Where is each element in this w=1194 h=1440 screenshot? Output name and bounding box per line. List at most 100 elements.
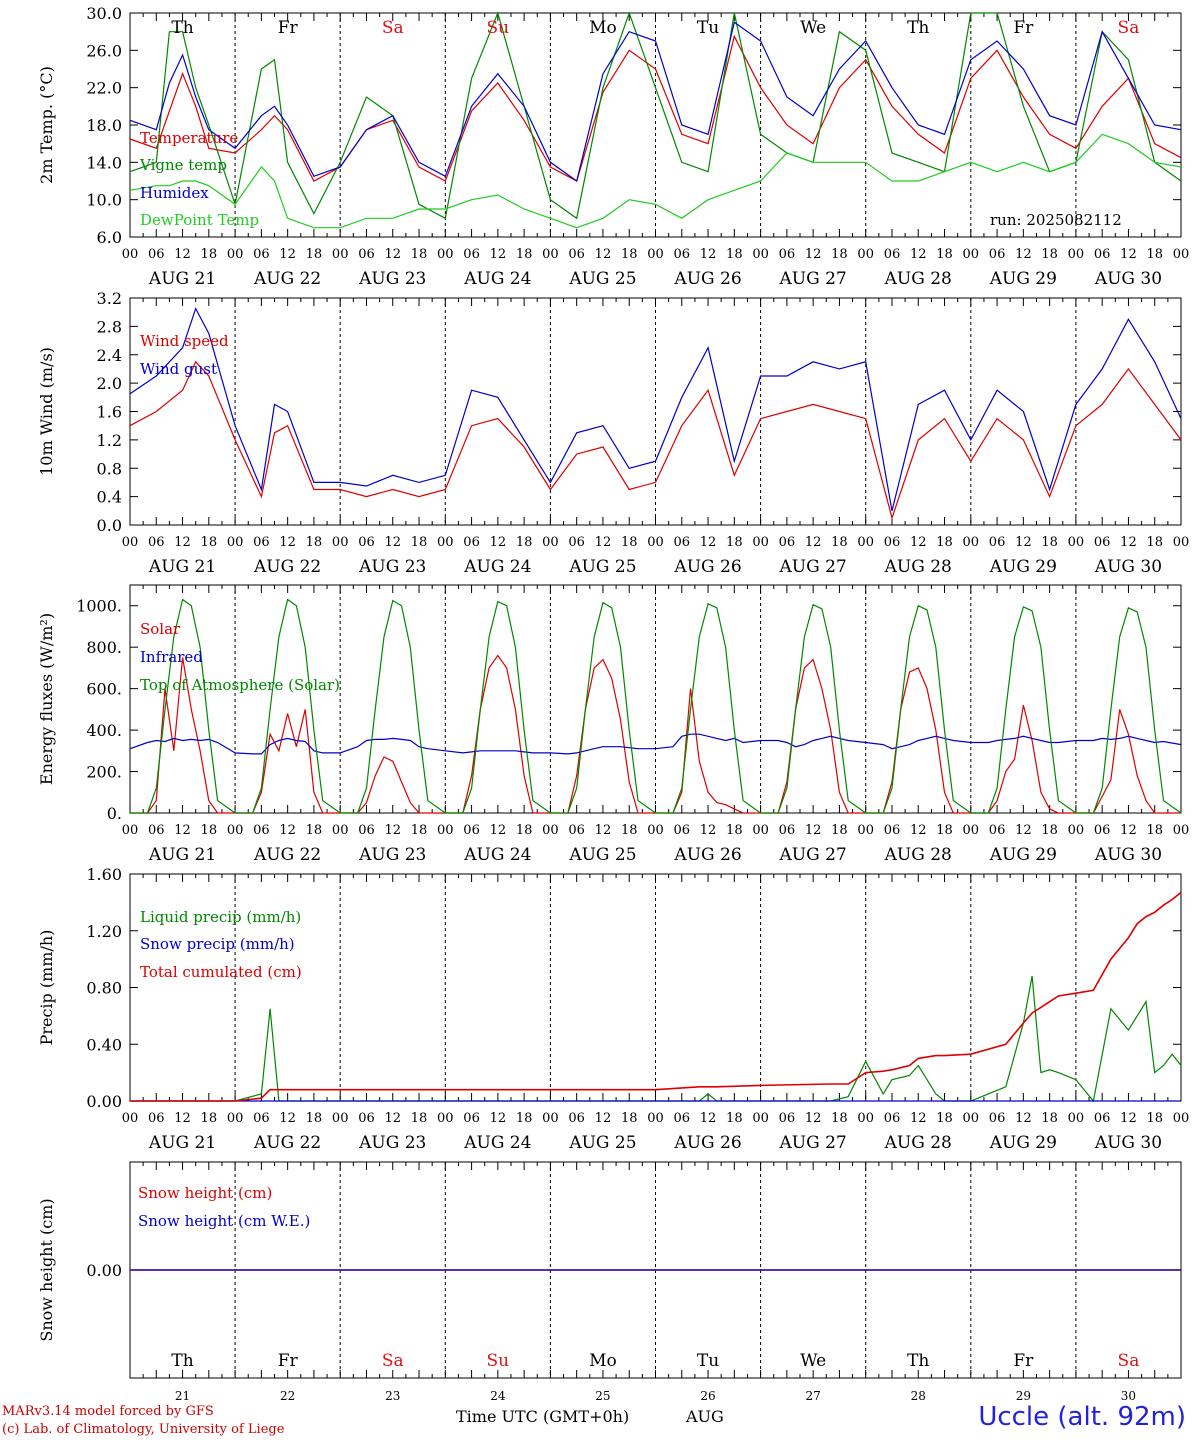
hour-tick-label: 06 [253,823,270,838]
legend-temperature: Temperature [140,129,239,147]
hour-tick-label: 00 [752,247,769,262]
weekday-label-bottom: Mo [589,1351,617,1371]
hour-tick-label: 18 [306,535,323,550]
date-label: AUG 28 [884,557,952,577]
hour-tick-label: 06 [253,535,270,550]
hour-tick-label: 06 [148,823,165,838]
hour-tick-label: 00 [542,823,559,838]
hour-tick-label: 06 [989,535,1006,550]
hour-tick-label: 06 [253,1111,270,1126]
hour-tick-label: 12 [174,1111,191,1126]
hour-tick-label: 06 [148,247,165,262]
footer-lab: (c) Lab. of Climatology, University of L… [2,1422,285,1437]
hour-tick-label: 06 [253,247,270,262]
hour-tick-label: 00 [1068,247,1085,262]
weekday-label-top: Fr [278,18,299,38]
hour-tick-label: 06 [148,1111,165,1126]
weekday-label-bottom: Tu [697,1351,719,1371]
hour-tick-label: 00 [1068,535,1085,550]
hour-tick-label: 06 [358,1111,375,1126]
footer-model: MARv3.14 model forced by GFS [2,1404,214,1419]
hour-tick-label: 12 [174,823,191,838]
legend-solar: Solar [140,620,181,638]
weekday-label-bottom: Th [907,1351,929,1371]
hour-tick-label: 00 [332,535,349,550]
hour-tick-label: 06 [674,823,691,838]
hour-tick-label: 18 [516,535,533,550]
date-label: AUG 24 [463,269,531,289]
hour-tick-label: 12 [279,823,296,838]
hour-tick-label: 18 [201,535,218,550]
weekday-label-top: We [800,18,826,38]
weekday-label-top: Su [487,18,510,38]
day-number-label: 28 [911,1389,926,1403]
legend-wind-speed: Wind speed [140,332,229,350]
hour-tick-label: 06 [884,535,901,550]
hour-tick-label: 06 [884,1111,901,1126]
date-label: AUG 26 [673,269,741,289]
date-label: AUG 23 [358,845,426,865]
date-label: AUG 24 [463,845,531,865]
hour-tick-label: 06 [568,823,585,838]
hour-tick-label: 18 [621,823,638,838]
date-label: AUG 25 [568,1133,636,1153]
hour-tick-label: 12 [1120,823,1137,838]
station-label: Uccle (alt. 92m) [978,1402,1186,1432]
hour-tick-label: 12 [1120,1111,1137,1126]
date-label: AUG 22 [253,269,321,289]
y-tick-label: 2.4 [97,346,122,365]
hour-tick-label: 06 [779,247,796,262]
hour-tick-label: 12 [490,247,507,262]
hour-tick-label: 18 [726,823,743,838]
x-axis-title: Time UTC (GMT+0h) [456,1407,630,1426]
legend-toa-solar: Top of Atmosphere (Solar) [140,676,341,694]
legend-infrared: Infrared [140,648,203,666]
y-axis-label: Snow height (cm) [37,1198,56,1341]
y-tick-label: 1000. [76,597,122,616]
y-tick-label: 14.0 [86,153,122,172]
hour-tick-label: 00 [332,1111,349,1126]
day-number-label: 23 [385,1389,400,1403]
hour-tick-label: 12 [490,535,507,550]
date-label: AUG 30 [1094,557,1162,577]
day-number-label: 27 [806,1389,821,1403]
hour-tick-label: 06 [674,535,691,550]
hour-tick-label: 00 [857,1111,874,1126]
y-tick-label: 1.20 [86,922,122,941]
weekday-label-top: Sa [1118,18,1140,38]
hour-tick-label: 00 [227,823,244,838]
weekday-label-bottom: Sa [1118,1351,1140,1371]
y-tick-label: 2.0 [97,374,122,393]
y-tick-label: 6.0 [97,228,122,247]
hour-tick-label: 06 [674,1111,691,1126]
hour-tick-label: 00 [857,247,874,262]
y-tick-label: 600. [86,680,122,699]
hour-tick-label: 00 [332,247,349,262]
day-number-label: 29 [1016,1389,1031,1403]
y-axis-label: Precip (mm/h) [37,930,56,1046]
y-axis-label: 10m Wind (m/s) [37,347,56,476]
hour-tick-label: 12 [384,247,401,262]
y-axis-label: Energy fluxes (W/m²) [37,613,56,785]
hour-tick-label: 00 [647,823,664,838]
hour-tick-label: 06 [358,535,375,550]
hour-tick-label: 00 [647,247,664,262]
day-number-label: 25 [595,1389,610,1403]
hour-tick-label: 00 [437,535,454,550]
y-tick-label: 18.0 [86,116,122,135]
y-axis-label: 2m Temp. (°C) [37,66,56,184]
hour-tick-label: 00 [122,1111,139,1126]
hour-tick-label: 00 [963,823,980,838]
hour-tick-label: 06 [1094,1111,1111,1126]
hour-tick-label: 12 [910,823,927,838]
series-line [130,891,1182,1102]
hour-tick-label: 12 [595,247,612,262]
weekday-label-bottom: Su [487,1351,510,1371]
hour-tick-label: 06 [1094,823,1111,838]
hour-tick-label: 12 [1120,535,1137,550]
hour-tick-label: 12 [805,247,822,262]
series-line [129,733,1182,755]
legend-vigne-temp: Vigne temp [140,156,228,174]
date-label: AUG 29 [989,557,1057,577]
